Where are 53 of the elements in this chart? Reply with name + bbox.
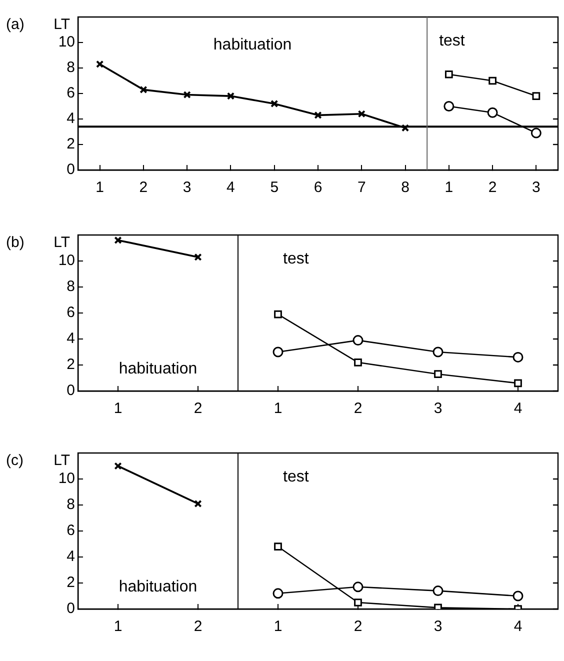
annotation: test [439, 32, 466, 50]
y-tick-label: 4 [66, 548, 75, 566]
y-tick-label: 8 [66, 59, 75, 76]
y-axis-title: LT [54, 234, 70, 252]
x-tick-label: 7 [357, 179, 366, 196]
x-tick-label: 5 [270, 179, 279, 196]
y-tick-label: 8 [66, 278, 75, 296]
y-tick-label: 4 [66, 110, 75, 128]
y-tick-label: 0 [66, 600, 75, 618]
annotation: test [283, 468, 310, 486]
annotation: test [283, 250, 310, 268]
x-tick-label: 3 [532, 179, 540, 196]
y-tick-label: 10 [58, 470, 75, 488]
y-tick-label: 2 [66, 356, 75, 374]
y-tick-label: 8 [66, 496, 75, 514]
x-tick-label: 1 [444, 179, 454, 196]
x-tick-label: 1 [96, 179, 104, 196]
y-tick-label: 0 [66, 161, 75, 178]
x-tick-label: 2 [194, 400, 202, 418]
y-tick-label: 4 [66, 330, 75, 348]
annotation: habituation [118, 360, 198, 378]
chart-title: (a) [6, 16, 24, 34]
x-tick-label: 4 [226, 179, 235, 196]
x-tick-label: 3 [434, 400, 442, 418]
y-tick-label: 6 [66, 522, 75, 540]
x-tick-label: 4 [514, 618, 522, 636]
y-axis-title: LT [54, 452, 70, 470]
annotation: habituation [213, 36, 292, 54]
x-tick-label: 3 [182, 179, 192, 196]
x-tick-label: 1 [274, 618, 282, 636]
x-tick-label: 1 [114, 618, 122, 636]
x-tick-label: 8 [401, 179, 410, 196]
x-tick-label: 2 [354, 400, 362, 418]
y-tick-label: 0 [66, 382, 75, 400]
x-tick-label: 2 [354, 618, 362, 636]
x-tick-label: 1 [114, 400, 122, 418]
x-tick-label: 2 [488, 179, 497, 196]
x-tick-label: 1 [274, 400, 282, 418]
x-tick-label: 2 [194, 618, 202, 636]
y-tick-label: 6 [66, 304, 75, 322]
y-tick-label: 6 [66, 84, 75, 102]
chart-title: (c) [6, 452, 24, 470]
y-tick-label: 2 [66, 136, 75, 153]
x-tick-label: 6 [314, 179, 322, 196]
x-tick-label: 2 [139, 179, 148, 196]
y-tick-label: 10 [58, 34, 75, 51]
x-tick-label: 4 [514, 400, 522, 418]
annotation: habituation [118, 578, 198, 596]
y-tick-label: 2 [66, 574, 75, 592]
chart-title: (b) [6, 234, 24, 252]
x-tick-label: 3 [434, 618, 442, 636]
y-axis-title: LT [54, 16, 70, 34]
y-tick-label: 10 [58, 252, 75, 270]
